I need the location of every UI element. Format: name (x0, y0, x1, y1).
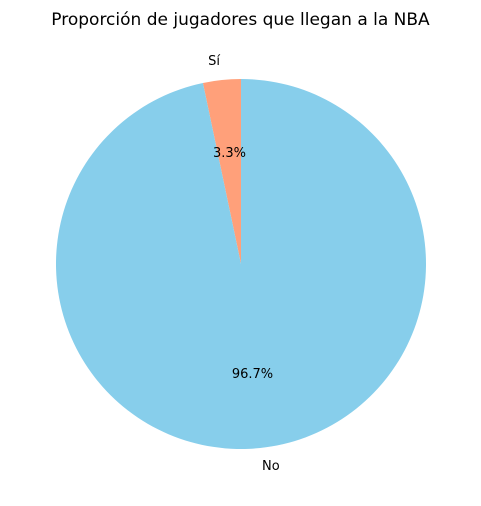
slice-label-no: No (262, 459, 280, 474)
slice-label-si: Sí (208, 54, 220, 69)
pie-slices (55, 79, 427, 449)
chart-title: Proporción de jugadores que llegan a la … (51, 10, 430, 30)
pie-labels: Sí 3.3% No 96.7% (208, 54, 280, 474)
pct-label-si: 3.3% (213, 146, 246, 161)
pie-slice-no (55, 79, 427, 449)
pct-label-no: 96.7% (232, 367, 273, 382)
pie-slice-si (202, 79, 241, 264)
